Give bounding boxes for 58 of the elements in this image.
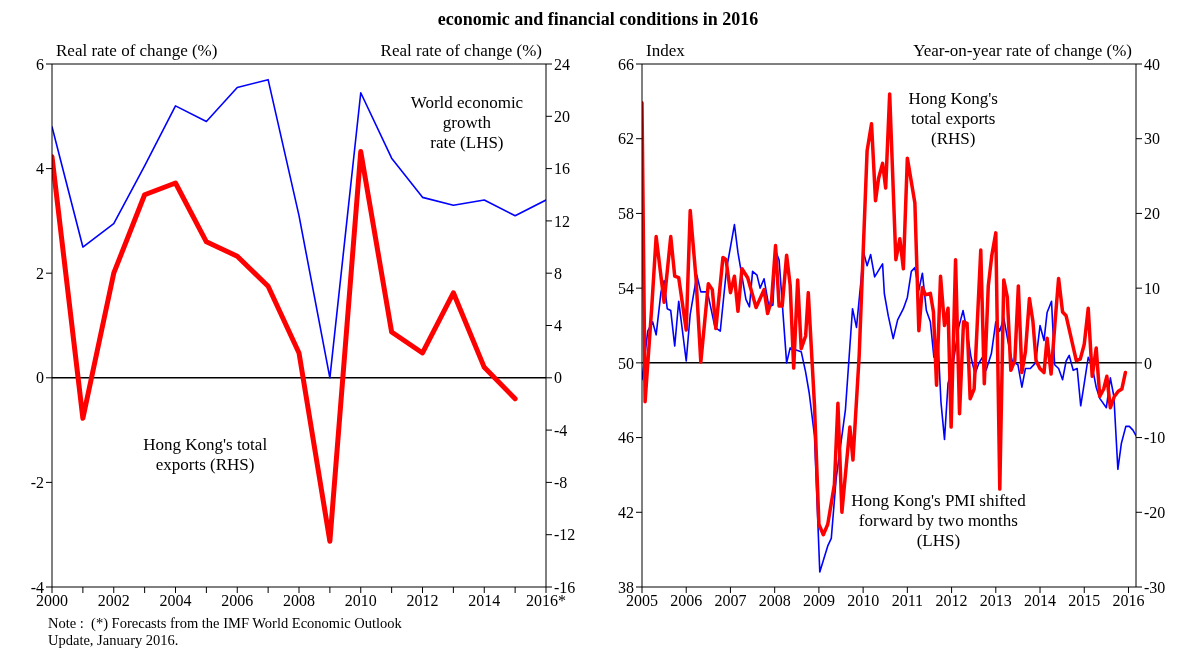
y-axis-title: Real rate of change (%) bbox=[56, 41, 218, 60]
x-tick-label: 2002 bbox=[97, 592, 130, 610]
y2-tick-label: 20 bbox=[554, 107, 570, 125]
y2-axis-title: Real rate of change (%) bbox=[380, 41, 542, 60]
x-tick-label: 2009 bbox=[802, 592, 835, 610]
y-tick-label: 54 bbox=[618, 279, 634, 297]
y2-tick-label: 20 bbox=[1144, 205, 1160, 223]
annotation: World economic growth rate (LHS) bbox=[410, 93, 524, 153]
x-tick-label: 2011 bbox=[891, 592, 924, 610]
y-tick-label: 6 bbox=[36, 55, 44, 73]
y2-tick-label: -12 bbox=[554, 526, 576, 544]
annotation: Hong Kong's total exports (RHS) bbox=[143, 435, 268, 475]
y2-axis-title: Year-on-year rate of change (%) bbox=[913, 41, 1132, 60]
y2-tick-label: 30 bbox=[1144, 130, 1160, 148]
y2-tick-label: 10 bbox=[1144, 279, 1160, 297]
y2-tick-label: 24 bbox=[554, 55, 570, 73]
y2-tick-label: -10 bbox=[1144, 429, 1166, 447]
y2-tick-label: -20 bbox=[1144, 503, 1166, 521]
x-tick-label: 2004 bbox=[159, 592, 192, 610]
x-tick-label: 2012 bbox=[406, 592, 439, 610]
y-tick-label: 46 bbox=[618, 429, 634, 447]
x-tick-label: 2010 bbox=[344, 592, 377, 610]
y2-tick-label: 8 bbox=[554, 264, 562, 282]
x-tick-label: 2008 bbox=[758, 592, 791, 610]
text: Note : (*) Forecasts from the IMF World Economic Outlook Update, January 2016. bbox=[48, 615, 403, 649]
x-tick-label: 2008 bbox=[283, 592, 315, 610]
y-tick-label: 58 bbox=[618, 205, 634, 223]
y2-tick-label: 12 bbox=[554, 212, 570, 230]
y2-tick-label: -4 bbox=[554, 421, 568, 439]
y-tick-label: 0 bbox=[36, 369, 44, 387]
y-tick-label: 50 bbox=[618, 354, 634, 372]
y2-tick-label: 0 bbox=[1144, 354, 1152, 372]
annotation: Hong Kong's total exports (RHS) bbox=[908, 88, 998, 148]
y-tick-label: 2 bbox=[36, 264, 44, 282]
y2-tick-label: -30 bbox=[1144, 578, 1166, 596]
y-tick-label: -2 bbox=[30, 474, 44, 492]
y-tick-label: 42 bbox=[618, 503, 634, 521]
x-tick-label: 2015 bbox=[1068, 592, 1101, 610]
y2-tick-label: 40 bbox=[1144, 55, 1160, 73]
x-tick-label: 2006 bbox=[221, 592, 254, 610]
y-axis-title: Index bbox=[646, 41, 686, 60]
y2-tick-label: 16 bbox=[554, 160, 570, 178]
annotation: Hong Kong's PMI shifted forward by two months (LHS) bbox=[851, 490, 1027, 550]
x-tick-label: 2010 bbox=[847, 592, 880, 610]
x-tick-label: 2007 bbox=[714, 592, 747, 610]
x-tick-label: 2006 bbox=[670, 592, 703, 610]
text: economic and financial conditions in 2016 bbox=[436, 8, 760, 30]
y-tick-label: 4 bbox=[36, 160, 44, 178]
x-tick-label: 2012 bbox=[935, 592, 968, 610]
y2-tick-label: -8 bbox=[554, 474, 568, 492]
x-tick-label: 2014 bbox=[468, 592, 501, 610]
x-tick-label: 2016 bbox=[1112, 592, 1145, 610]
y2-tick-label: 0 bbox=[554, 369, 562, 387]
y2-tick-label: 4 bbox=[554, 317, 562, 335]
y-tick-label: 62 bbox=[618, 130, 634, 148]
x-tick-label: 2014 bbox=[1024, 592, 1057, 610]
y-tick-label: 66 bbox=[618, 55, 634, 73]
x-tick-label: 2013 bbox=[979, 592, 1012, 610]
